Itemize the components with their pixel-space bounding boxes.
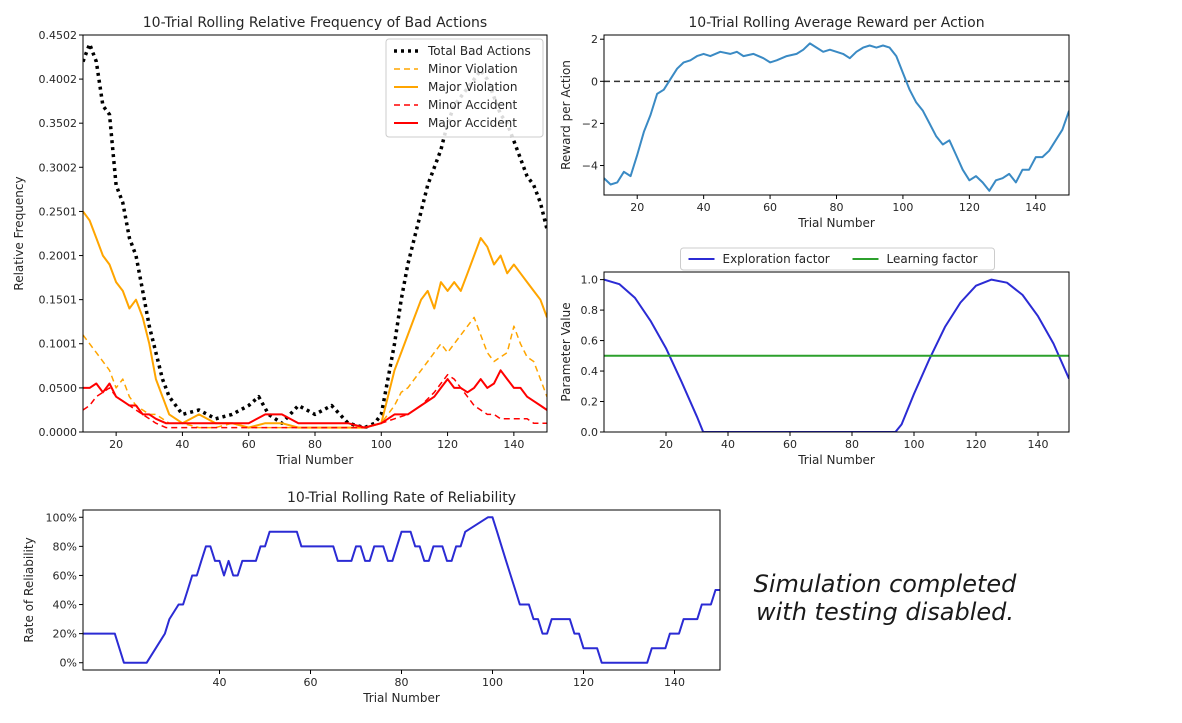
x-tick-label: 140 bbox=[503, 438, 524, 451]
x-tick-label: 120 bbox=[437, 438, 458, 451]
x-tick-label: 20 bbox=[630, 201, 644, 214]
y-tick-label: 0.4002 bbox=[39, 73, 78, 86]
x-tick-label: 140 bbox=[1028, 438, 1049, 451]
x-tick-label: 60 bbox=[783, 438, 797, 451]
y-tick-label: 20% bbox=[53, 628, 77, 641]
y-axis-label: Reward per Action bbox=[559, 60, 573, 170]
y-tick-label: 0.3502 bbox=[39, 117, 78, 130]
y-tick-label: 0.2501 bbox=[39, 205, 78, 218]
x-tick-label: 100 bbox=[904, 438, 925, 451]
plot-frame bbox=[603, 34, 1070, 196]
y-tick-label: 0.0500 bbox=[39, 382, 78, 395]
y-tick-label: 80% bbox=[53, 540, 77, 553]
x-axis-label: Trial Number bbox=[362, 691, 440, 705]
x-tick-label: 100 bbox=[371, 438, 392, 451]
status-line-1: Simulation completed bbox=[753, 570, 1017, 598]
y-tick-label: 0.3002 bbox=[39, 161, 78, 174]
x-axis-label: Trial Number bbox=[797, 453, 875, 467]
y-axis-label: Parameter Value bbox=[559, 302, 573, 401]
x-tick-label: 80 bbox=[845, 438, 859, 451]
x-tick-label: 60 bbox=[242, 438, 256, 451]
series-line-exploration-factor bbox=[604, 278, 1069, 432]
y-axis-label: Rate of Reliability bbox=[22, 537, 36, 642]
x-tick-label: 80 bbox=[830, 201, 844, 214]
x-tick-label: 60 bbox=[763, 201, 777, 214]
y-tick-label: 1.0 bbox=[581, 274, 599, 287]
y-tick-label: 0% bbox=[60, 657, 77, 670]
y-tick-label: 0 bbox=[591, 75, 598, 88]
series-line-reliability-0 bbox=[83, 516, 720, 664]
x-tick-label: 140 bbox=[1025, 201, 1046, 214]
y-tick-label: 0.8 bbox=[581, 304, 599, 317]
x-tick-label: 80 bbox=[308, 438, 322, 451]
legend-label: Minor Accident bbox=[428, 98, 518, 112]
simulation-status-message: Simulation completed with testing disabl… bbox=[740, 570, 1030, 626]
y-axis-label: Relative Frequency bbox=[12, 176, 26, 290]
y-tick-label: 100% bbox=[46, 511, 77, 524]
y-tick-label: 0.1001 bbox=[39, 338, 78, 351]
x-axis-label: Trial Number bbox=[797, 216, 875, 230]
x-tick-label: 120 bbox=[966, 438, 987, 451]
y-tick-label: 0.0 bbox=[581, 426, 599, 439]
y-tick-label: −4 bbox=[582, 160, 598, 173]
legend-label: Major Accident bbox=[428, 116, 517, 130]
y-tick-label: 0.2001 bbox=[39, 250, 78, 263]
legend-label: Minor Violation bbox=[428, 62, 518, 76]
x-tick-label: 20 bbox=[109, 438, 123, 451]
series-line-major-accident bbox=[83, 369, 547, 429]
x-tick-label: 120 bbox=[959, 201, 980, 214]
chart-reliability: 40 60 80 100 120 140 0% 20% 40% 60% 80% 100% 10-Tria… bbox=[22, 490, 721, 705]
legend-box bbox=[680, 247, 995, 271]
series-line-major-violation bbox=[83, 210, 547, 429]
legend-label: Major Violation bbox=[428, 80, 517, 94]
x-tick-label: 20 bbox=[659, 438, 673, 451]
x-axis-label: Trial Number bbox=[276, 453, 354, 467]
x-tick-label: 40 bbox=[721, 438, 735, 451]
plot-frame bbox=[603, 271, 1070, 433]
chart-reward: 20 40 60 80 100 120 140 −4 −2 0 2 10-Trial Rolling … bbox=[559, 15, 1070, 230]
x-tick-label: 120 bbox=[573, 676, 594, 689]
legend: Total Bad Actions Minor Violation Major Vi… bbox=[385, 38, 544, 138]
series-line-reward-0 bbox=[604, 42, 1069, 192]
y-tick-label: 0.1501 bbox=[39, 294, 78, 307]
series-line-minor-accident bbox=[83, 373, 547, 429]
x-tick-label: 60 bbox=[304, 676, 318, 689]
chart-bad: 20 40 60 80 100 120 140 0.0000 0.0500 0.1001 0.150… bbox=[12, 15, 548, 467]
x-tick-label: 40 bbox=[175, 438, 189, 451]
legend-label: Exploration factor bbox=[723, 252, 830, 266]
chart-title: 10-Trial Rolling Relative Frequency of B… bbox=[143, 15, 487, 31]
y-tick-label: 0.4502 bbox=[39, 29, 78, 42]
x-tick-label: 40 bbox=[213, 676, 227, 689]
chart-params: 20 40 60 80 100 120 140 0.0 0.2 0.4 0.6 0.8 1.0 Trial… bbox=[559, 247, 1070, 467]
status-line-2: with testing disabled. bbox=[755, 598, 1015, 626]
legend: Exploration factor Learning factor bbox=[680, 247, 995, 271]
y-tick-label: 0.2 bbox=[581, 396, 599, 409]
x-tick-label: 100 bbox=[482, 676, 503, 689]
y-tick-label: −2 bbox=[582, 117, 598, 130]
y-tick-label: 0.6 bbox=[581, 335, 599, 348]
x-tick-label: 40 bbox=[697, 201, 711, 214]
y-tick-label: 2 bbox=[591, 33, 598, 46]
legend-label: Total Bad Actions bbox=[427, 44, 531, 58]
y-tick-label: 40% bbox=[53, 599, 77, 612]
legend-box bbox=[385, 38, 544, 138]
chart-title: 10-Trial Rolling Rate of Reliability bbox=[287, 490, 516, 506]
x-tick-label: 80 bbox=[395, 676, 409, 689]
legend-label: Learning factor bbox=[887, 252, 978, 266]
y-tick-label: 0.4 bbox=[581, 365, 599, 378]
y-tick-label: 0.0000 bbox=[39, 426, 78, 439]
chart-title: 10-Trial Rolling Average Reward per Acti… bbox=[688, 15, 984, 31]
x-tick-label: 140 bbox=[664, 676, 685, 689]
y-tick-label: 60% bbox=[53, 569, 77, 582]
x-tick-label: 100 bbox=[892, 201, 913, 214]
series-line-minor-violation bbox=[83, 316, 547, 429]
